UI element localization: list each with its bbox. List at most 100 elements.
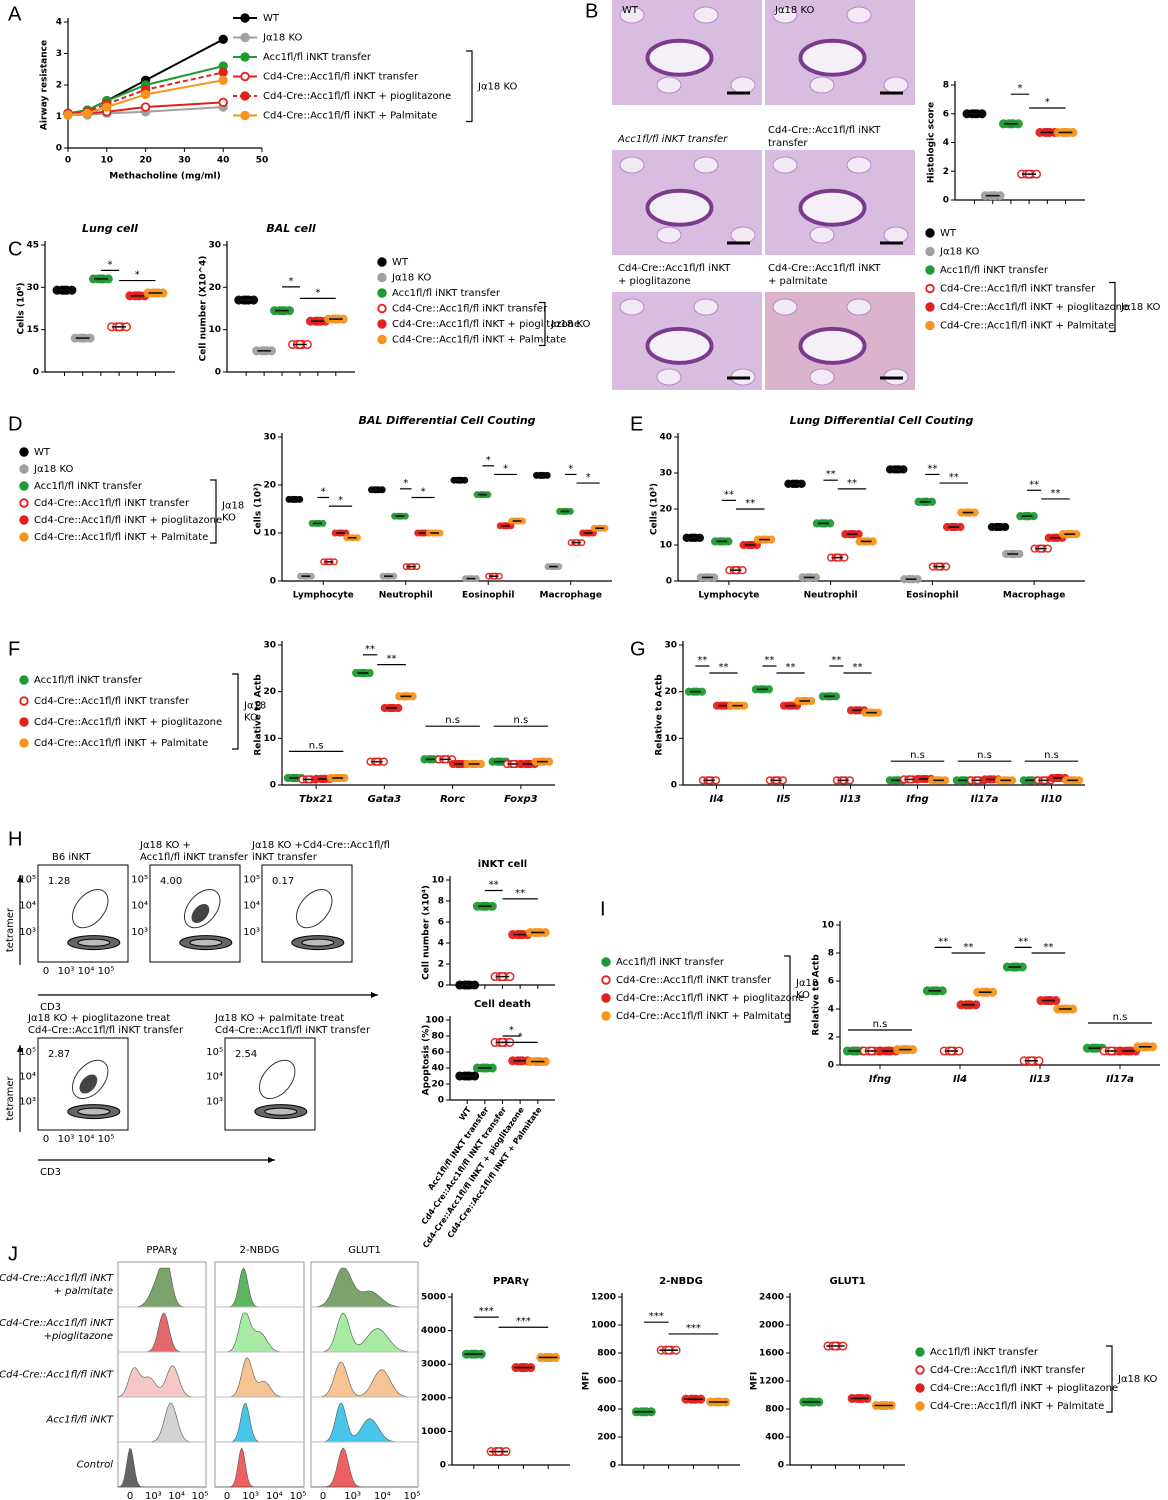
chart-title: iNKT cell — [478, 859, 527, 870]
y-tick-label: 0 — [943, 196, 949, 206]
x-tick-label: Gata3 — [368, 794, 401, 805]
y-tick-label: 0 — [440, 1461, 446, 1471]
legend-marker — [240, 71, 250, 82]
legend-label: Cd4-Cre::Acc1fl/fl iNKT + Palmitate — [930, 1401, 1104, 1412]
flow-y-label: tetramer — [5, 1075, 16, 1120]
y-tick-label: 8 — [943, 81, 949, 91]
significance-label: ** — [489, 880, 499, 891]
y-tick-label: 2400 — [759, 1293, 784, 1303]
legend-marker — [19, 532, 29, 542]
legend-label: Acc1fl/fl iNKT transfer — [263, 52, 372, 63]
y-tick-label: 10 — [263, 734, 276, 744]
panel-label: G — [630, 638, 646, 660]
legend-label: Jα18 KO — [33, 464, 73, 475]
significance-label: * — [403, 478, 408, 489]
legend-marker — [240, 110, 250, 121]
gate — [71, 889, 109, 929]
x-tick-label: Il13 — [840, 794, 861, 805]
point — [218, 97, 228, 108]
point — [218, 34, 228, 45]
legend-label: Jα18 KO — [939, 247, 979, 258]
legend-bracket-label: KO — [222, 513, 236, 524]
y-tick-label: 15 — [26, 325, 39, 335]
legend-label: Acc1fl/fl iNKT transfer — [930, 1347, 1039, 1358]
legend-label: Cd4-Cre::Acc1fl/fl iNKT transfer — [34, 498, 190, 509]
flow-title: Jα18 KO + — [139, 840, 191, 851]
flow-value: 2.87 — [48, 1049, 70, 1060]
x-tick-label: 10 — [101, 156, 114, 166]
population — [191, 903, 210, 924]
legend-marker — [925, 302, 935, 312]
legend-label: Cd4-Cre::Acc1fl/fl iNKT + pioglitazone — [930, 1383, 1118, 1394]
histogram-x-tick: 10⁵ — [404, 1491, 421, 1500]
panel-label: A — [8, 3, 22, 25]
arrow-head — [17, 1045, 23, 1052]
x-tick-label: Foxp3 — [504, 794, 538, 805]
alveolus — [772, 156, 798, 174]
panel-label: B — [585, 0, 598, 22]
histogram-row-label: Cd4-Cre::Acc1fl/fl iNKT — [0, 1370, 114, 1381]
y-axis-label: MFI — [582, 1372, 592, 1390]
legend-label: Acc1fl/fl iNKT transfer — [392, 288, 501, 299]
flow-x-label: CD3 — [40, 1167, 61, 1178]
legend-bracket-label: Jα18 KO — [1120, 302, 1160, 313]
alveolus — [772, 6, 798, 24]
point — [102, 102, 112, 112]
alveolus — [809, 76, 835, 94]
y-tick-label: 30 — [664, 641, 677, 651]
legend-marker — [377, 334, 387, 345]
y-axis-label: Cells (10³) — [650, 483, 660, 535]
legend-marker — [19, 515, 29, 525]
legend-label: Cd4-Cre::Acc1fl/fl iNKT + Palmitate — [616, 1011, 790, 1022]
histogram-x-tick: 0 — [320, 1491, 326, 1500]
alveolus — [693, 6, 719, 24]
x-axis-label: Methacholine (mg/ml) — [109, 172, 220, 182]
y-tick-label: 45 — [26, 241, 39, 251]
significance-label: * — [321, 486, 326, 497]
y-tick-label: 1 — [56, 112, 62, 122]
alveolus — [883, 76, 909, 94]
histogram-x-tick: 10⁵ — [290, 1491, 307, 1500]
legend-bracket-label: Jα18 KO — [1117, 1374, 1157, 1385]
histogram-x-tick: 10⁴ — [168, 1491, 185, 1500]
significance-label: * — [289, 276, 294, 287]
legend-label: Cd4-Cre::Acc1fl/fl iNKT + pioglitazone — [392, 319, 580, 330]
legend-marker — [19, 447, 29, 457]
alveolus — [619, 6, 645, 24]
y-tick-label: 1000 — [421, 1427, 446, 1437]
flow-x-tick: 10⁴ — [78, 966, 95, 977]
legend-bracket — [539, 301, 546, 347]
y-axis-label: Histologic score — [927, 102, 937, 183]
legend-bracket-label: KO — [244, 713, 258, 724]
x-tick-label: Il10 — [1041, 794, 1062, 805]
alveolus — [693, 298, 719, 316]
y-tick-label: 2 — [828, 1033, 834, 1043]
airway — [798, 326, 867, 365]
y-tick-label: 1200 — [591, 1293, 616, 1303]
flow-y-tick: 10⁴ — [19, 1072, 36, 1083]
panel-label: C — [8, 238, 22, 260]
flow-x-tick: 10⁵ — [98, 1134, 115, 1145]
legend-marker — [915, 1347, 925, 1357]
alveolus — [809, 226, 835, 244]
histogram-x-tick: 10³ — [242, 1491, 259, 1500]
histogram-x-tick: 10³ — [344, 1491, 361, 1500]
legend-label: Cd4-Cre::Acc1fl/fl iNKT transfer — [930, 1365, 1086, 1376]
alveolus — [656, 76, 682, 94]
x-tick-label: Eosinophil — [462, 591, 514, 601]
histogram-row-label: Cd4-Cre::Acc1fl/fl iNKT — [0, 1273, 114, 1284]
y-tick-label: 6 — [828, 977, 834, 987]
legend-bracket — [784, 955, 791, 1023]
y-axis-label: Relative to Actb — [812, 954, 822, 1036]
y-tick-label: 4000 — [421, 1326, 446, 1336]
histogram-x-tick: 10⁴ — [374, 1491, 391, 1500]
alveolus — [693, 156, 719, 174]
y-tick-label: 0 — [671, 781, 677, 791]
alveolus — [846, 298, 872, 316]
legend-bracket-label: Jα18 — [221, 501, 244, 512]
population — [79, 1074, 98, 1094]
arrow-head — [17, 875, 23, 882]
legend-marker — [240, 13, 250, 23]
y-tick-label: 2000 — [421, 1393, 446, 1403]
y-tick-label: 0 — [666, 577, 672, 587]
